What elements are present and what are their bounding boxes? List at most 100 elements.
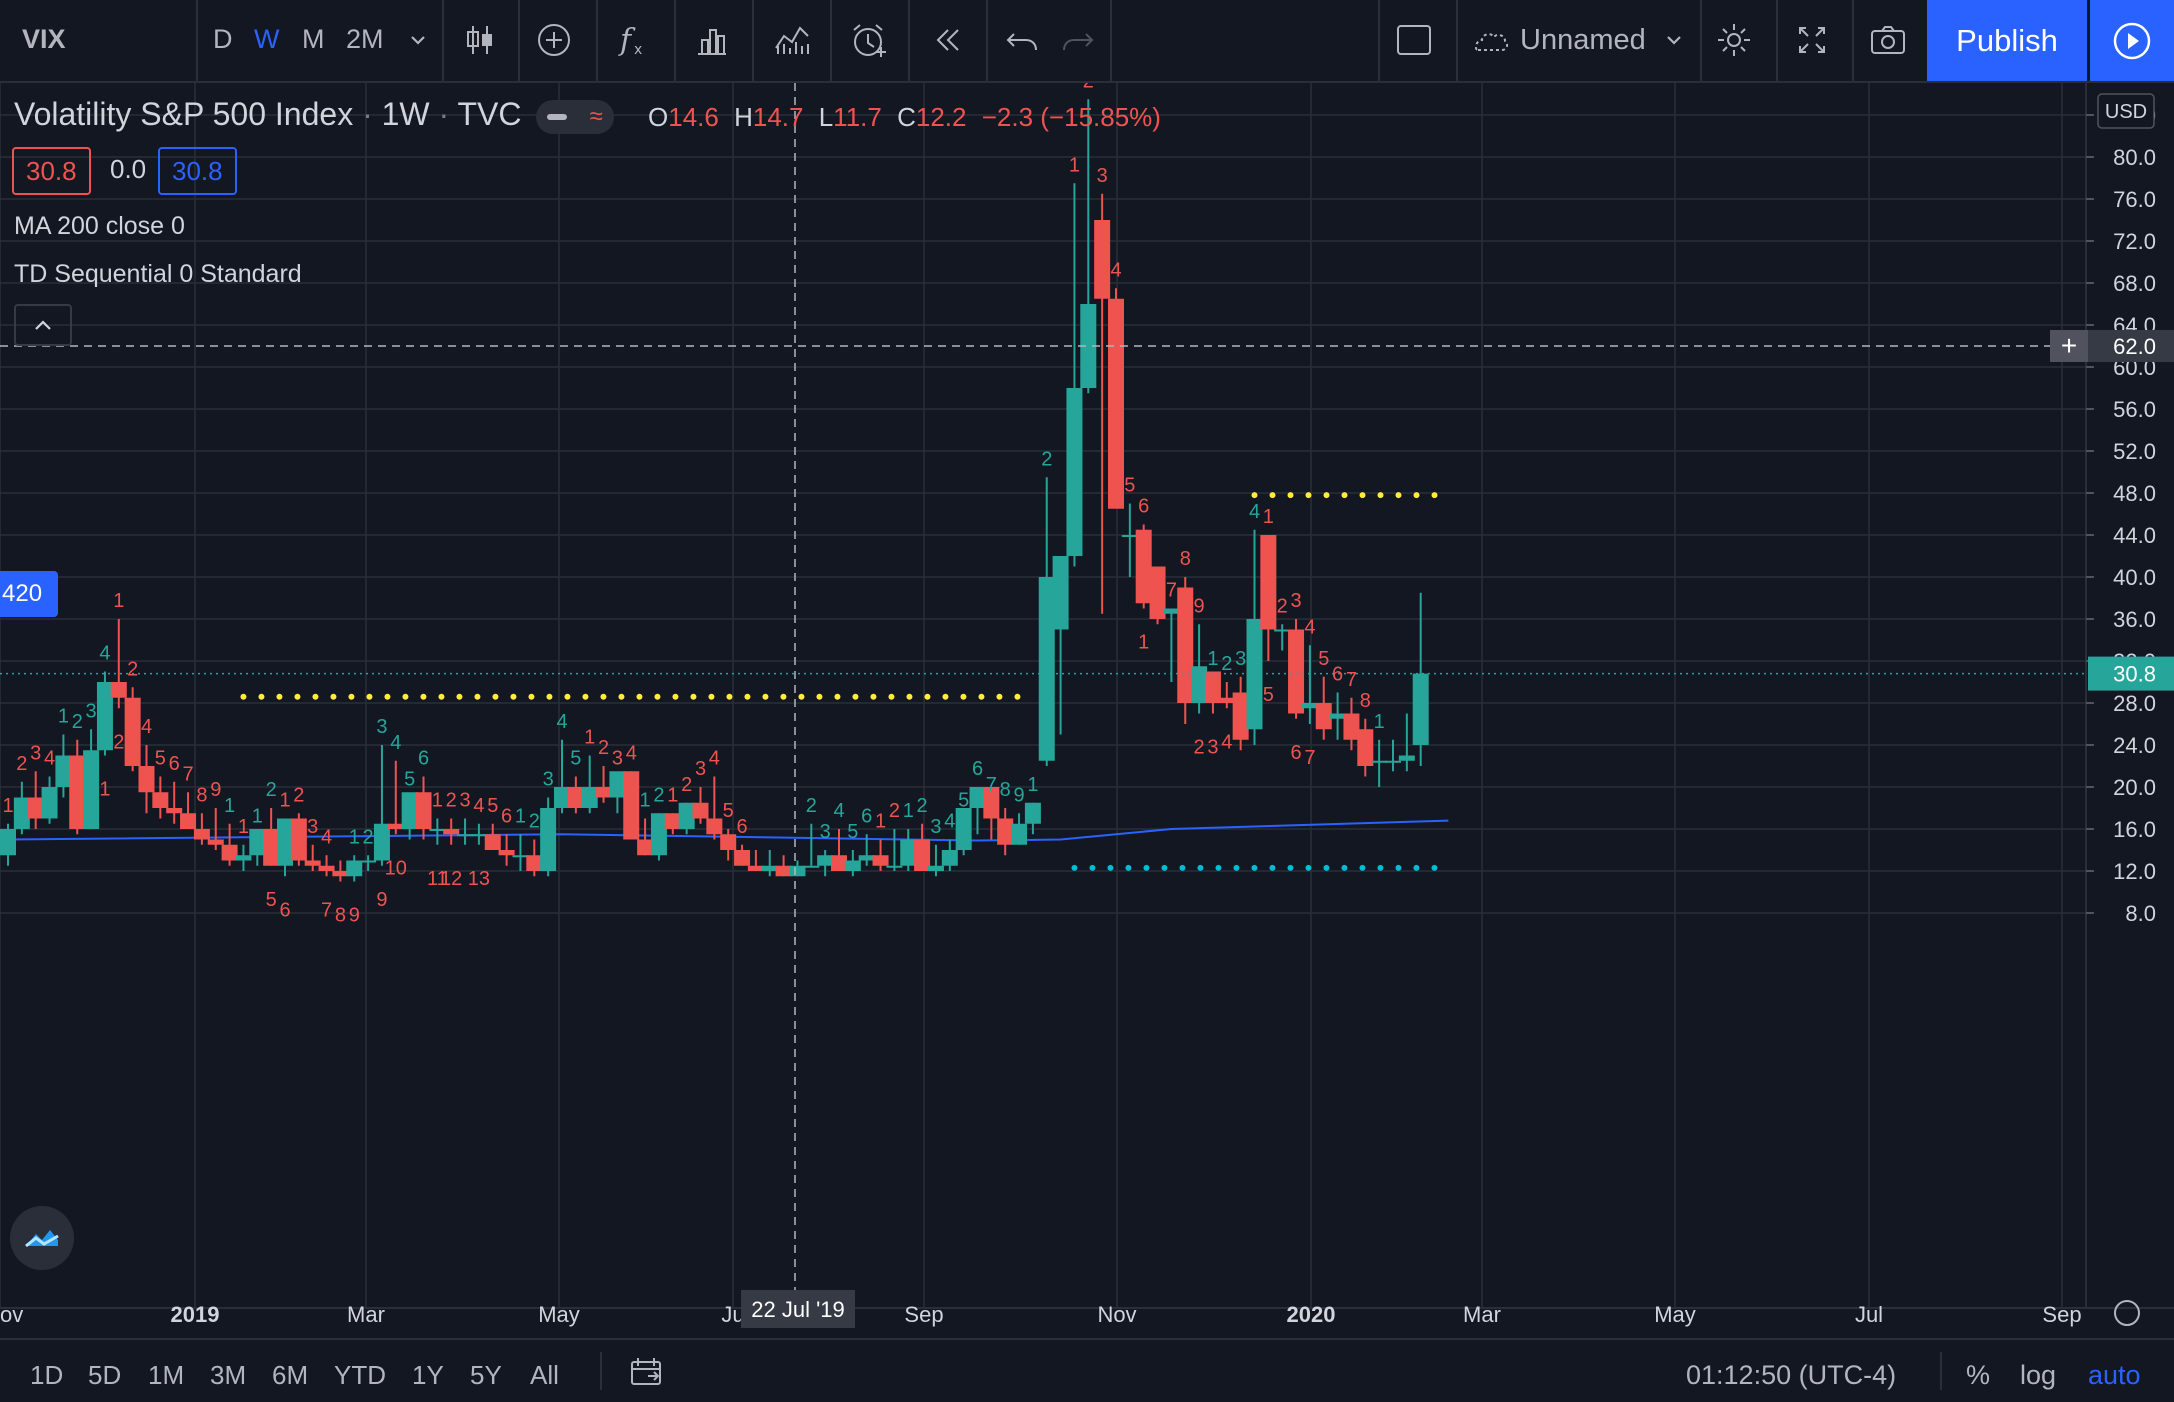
- divider: [596, 0, 598, 81]
- divider: [1852, 0, 1854, 81]
- candle-body: [13, 797, 30, 829]
- alarm-clock-icon[interactable]: [846, 18, 890, 62]
- interval-2m-button[interactable]: 2M: [346, 24, 384, 54]
- interval-m-button[interactable]: M: [302, 24, 325, 54]
- camera-icon[interactable]: [1866, 18, 1910, 62]
- play-icon[interactable]: [2090, 0, 2174, 81]
- price-tick-label: 68.0: [2113, 271, 2156, 296]
- td-count-label: 5: [1318, 648, 1329, 670]
- ask-badge[interactable]: 30.8: [158, 147, 237, 195]
- undo-icon[interactable]: [1000, 18, 1044, 62]
- interval-w-button[interactable]: W: [254, 24, 280, 54]
- layout-square-icon[interactable]: [1392, 18, 1436, 62]
- td-count-label: 5: [404, 769, 415, 791]
- divider: [442, 0, 444, 81]
- replay-icon[interactable]: [926, 18, 970, 62]
- price-tick-label: 36.0: [2113, 607, 2156, 632]
- layout-name[interactable]: Unnamed: [1520, 24, 1646, 56]
- price-tick-label: 24.0: [2113, 733, 2156, 758]
- divider: [752, 0, 754, 81]
- templates-icon[interactable]: [770, 18, 814, 62]
- td-count-label: 5: [958, 790, 969, 812]
- candle-body: [581, 787, 598, 808]
- td-count-label: 6: [1138, 496, 1149, 518]
- financials-icon[interactable]: [690, 18, 734, 62]
- interval-d-button[interactable]: D: [213, 24, 233, 54]
- td-count-label: 4: [473, 795, 484, 817]
- symbol-search-button[interactable]: VIX: [22, 24, 66, 54]
- goto-date-icon[interactable]: [628, 1354, 664, 1390]
- range-6m[interactable]: 6M: [272, 1360, 309, 1390]
- candle-body: [512, 855, 529, 858]
- crosshair-add-button[interactable]: [2050, 330, 2088, 362]
- range-5y[interactable]: 5Y: [470, 1360, 502, 1390]
- auto-scale-toggle[interactable]: auto: [2088, 1360, 2141, 1390]
- tradingview-logo-icon[interactable]: [10, 1206, 74, 1270]
- candle-body: [1052, 556, 1069, 630]
- price-tick-label: 56.0: [2113, 397, 2156, 422]
- td-count-label: 1: [667, 784, 678, 806]
- bid-badge[interactable]: 30.8: [12, 147, 91, 195]
- collapse-legend-button[interactable]: [14, 304, 72, 346]
- axis-settings-icon[interactable]: [2114, 1300, 2140, 1326]
- td-count-label: 1: [1138, 632, 1149, 654]
- range-5d[interactable]: 5D: [88, 1360, 122, 1390]
- chevron-down-icon[interactable]: [404, 26, 432, 54]
- candle-body: [623, 771, 640, 840]
- settings-gear-icon[interactable]: [1712, 18, 1756, 62]
- td-count-label: 3: [1097, 165, 1108, 187]
- td-count-label: 13: [468, 868, 490, 890]
- td-count-label: 9: [376, 889, 387, 911]
- chevron-down-icon[interactable]: [1660, 26, 1688, 54]
- td-count-label: 4: [1221, 731, 1232, 753]
- time-tick-label: Sep: [2042, 1302, 2081, 1327]
- td-count-label: 6: [972, 758, 983, 780]
- legend-toggle[interactable]: ≈: [536, 100, 614, 134]
- range-all[interactable]: All: [530, 1360, 559, 1390]
- range-ytd[interactable]: YTD: [334, 1360, 386, 1390]
- candle-body: [831, 855, 847, 871]
- add-compare-icon[interactable]: [532, 18, 576, 62]
- price-tick-label: 48.0: [2113, 481, 2156, 506]
- price-tick-label: 16.0: [2113, 817, 2156, 842]
- td-count-label: 5: [570, 748, 581, 770]
- spread-value: 0.0: [110, 154, 147, 184]
- td-count-label: 5: [266, 889, 277, 911]
- candle-body: [318, 865, 335, 871]
- td-count-label: 1: [238, 816, 249, 838]
- range-1y[interactable]: 1Y: [412, 1360, 444, 1390]
- redo-icon[interactable]: [1056, 18, 1100, 62]
- divider: [518, 0, 520, 81]
- indicator-ma200[interactable]: MA 200 close 0: [14, 212, 185, 240]
- candle-body: [484, 834, 501, 850]
- candles-icon[interactable]: [458, 18, 502, 62]
- indicator-td-sequential[interactable]: TD Sequential 0 Standard: [14, 260, 302, 288]
- range-1d[interactable]: 1D: [30, 1360, 64, 1390]
- time-tick-label: Sep: [904, 1302, 943, 1327]
- td-count-label: 1: [1263, 506, 1274, 528]
- candle-body: [1135, 529, 1152, 604]
- percent-scale-toggle[interactable]: %: [1966, 1360, 1991, 1390]
- td-count-label: 4: [141, 716, 152, 738]
- td-count-label: 7: [1304, 747, 1315, 769]
- publish-button[interactable]: Publish: [1927, 0, 2087, 81]
- cloud-icon[interactable]: [1468, 18, 1512, 62]
- candle-body: [1260, 535, 1277, 630]
- td-count-label: 1: [99, 779, 110, 801]
- range-3m[interactable]: 3M: [210, 1360, 247, 1390]
- range-1m[interactable]: 1M: [148, 1360, 185, 1390]
- candle-body: [110, 682, 127, 698]
- currency-box[interactable]: [2097, 93, 2155, 129]
- td-count-label: 3: [612, 748, 623, 770]
- td-count-label: 1: [113, 590, 124, 612]
- log-scale-toggle[interactable]: log: [2020, 1360, 2057, 1390]
- candle-body: [914, 839, 931, 871]
- price-tick-label: 44.0: [2113, 523, 2156, 548]
- clock-timezone[interactable]: 01:12:50 (UTC-4): [1686, 1360, 1897, 1390]
- td-count-label: 6: [736, 816, 747, 838]
- candle-body: [1385, 760, 1401, 763]
- fullscreen-icon[interactable]: [1790, 18, 1834, 62]
- crosshair-date-tag: [741, 1290, 855, 1328]
